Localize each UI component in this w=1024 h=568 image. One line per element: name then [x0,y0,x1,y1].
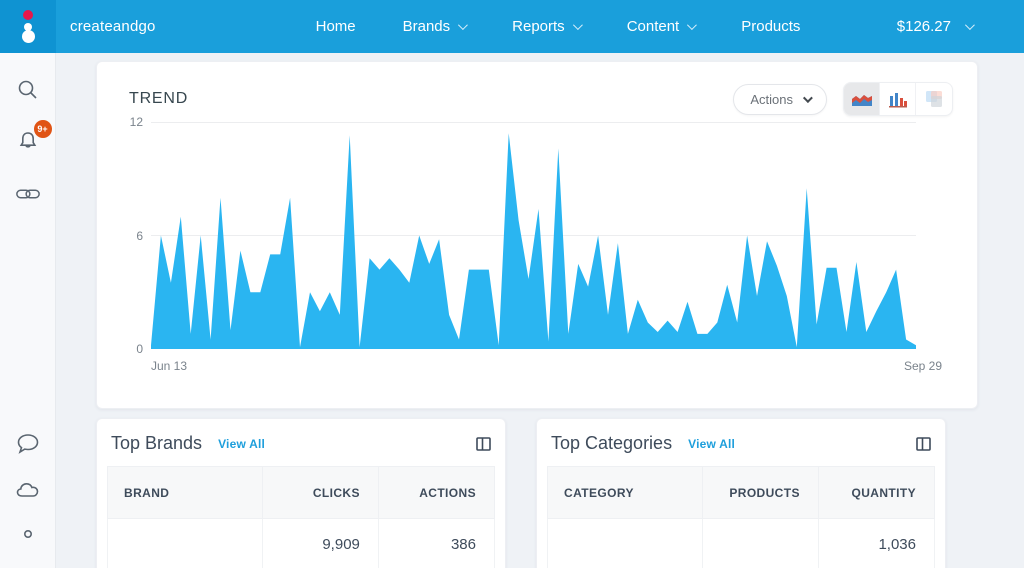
top-categories-card: Top Categories View All CATEGORY PRODUCT… [536,418,946,568]
left-sidebar: 9+ [0,53,56,568]
x-axis-end-label: Sep 29 [903,359,942,373]
chevron-down-icon [964,20,975,31]
app-logo[interactable] [0,0,56,53]
top-brands-card: Top Brands View All BRAND CLICKS ACTIONS [96,418,506,568]
y-axis-tick: 6 [136,229,143,243]
nav-item-brands[interactable]: Brands [403,18,469,35]
top-categories-view-all-link[interactable]: View All [688,436,736,451]
category-cell [547,518,703,568]
logo-dot-icon [23,10,33,20]
clicks-cell: 9,909 [261,518,379,568]
column-header[interactable]: ACTIONS [377,466,496,519]
column-header[interactable]: CATEGORY [547,466,703,519]
user-icon[interactable] [15,521,41,547]
compare-icon [926,91,942,107]
quantity-cell: 1,036 [817,518,936,568]
main-content: TREND Actions [56,53,1024,568]
bar-chart-icon [888,92,907,107]
main-nav: Home Brands Reports Content Products [316,18,801,35]
products-cell [701,518,819,568]
trend-chart[interactable]: 12 6 0 Jun 13 Sep 29 [130,115,942,373]
notification-badge: 9+ [33,120,52,138]
logo-dot-icon [24,23,32,31]
area-chart-icon [851,95,872,106]
compare-view-toggle[interactable] [916,83,952,115]
balance-menu[interactable]: $126.27 [896,18,975,35]
cloud-icon[interactable] [15,477,41,503]
table-row[interactable]: 1,036 [547,518,936,568]
trend-card-title: TREND [129,90,189,107]
area-chart-toggle[interactable] [844,83,880,115]
brand-cell [107,518,263,568]
chevron-down-icon [572,20,583,31]
chevron-down-icon [458,20,469,31]
nav-item-home[interactable]: Home [315,18,356,35]
brand-name[interactable]: createandgo [70,18,156,35]
x-axis-start-label: Jun 13 [151,359,188,373]
nav-item-reports[interactable]: Reports [512,18,583,35]
table-columns-icon[interactable] [476,436,491,451]
top-brands-table: BRAND CLICKS ACTIONS 9,909 386 [107,466,496,568]
trend-card: TREND Actions [96,61,978,409]
chart-type-toggle-group [843,82,953,116]
top-categories-table: CATEGORY PRODUCTS QUANTITY 1,036 [547,466,936,568]
column-header[interactable]: PRODUCTS [701,466,819,519]
area-chart-svg [151,122,916,349]
column-header[interactable]: CLICKS [261,466,379,519]
y-axis-tick: 0 [136,342,143,356]
balance-amount: $126.27 [896,18,951,35]
logo-dot-icon [21,30,35,43]
search-icon[interactable] [15,77,41,103]
column-header[interactable]: BRAND [107,466,263,519]
column-header[interactable]: QUANTITY [817,466,936,519]
actions-cell: 386 [377,518,496,568]
link-chain-icon[interactable] [15,181,41,207]
top-categories-title: Top Categories [551,433,673,453]
chevron-down-icon [687,20,698,31]
bar-chart-toggle[interactable] [880,83,916,115]
actions-dropdown-button[interactable]: Actions [733,83,827,115]
table-row[interactable]: 9,909 386 [107,518,496,568]
nav-item-content[interactable]: Content [627,18,698,35]
top-navbar: createandgo Home Brands Reports Content … [0,0,1024,53]
top-brands-title: Top Brands [111,433,203,453]
notifications-bell-icon[interactable]: 9+ [15,120,52,154]
chat-bubble-icon[interactable] [15,431,41,457]
y-axis-tick: 12 [129,115,143,129]
table-columns-icon[interactable] [916,436,931,451]
chevron-down-icon [802,92,813,103]
top-brands-view-all-link[interactable]: View All [218,436,266,451]
nav-item-products[interactable]: Products [741,18,801,35]
